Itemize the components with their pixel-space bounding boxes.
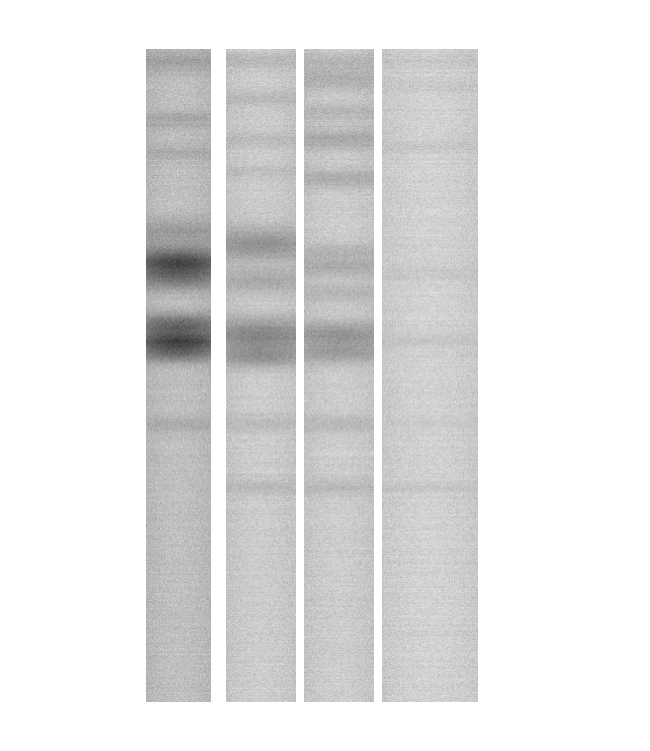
Text: HepG2: HepG2 [233,19,306,38]
Text: (kD): (kD) [530,538,577,558]
Text: JK: JK [408,19,430,38]
Text: 117: 117 [526,77,570,96]
Text: 19: 19 [526,478,556,498]
Text: 48: 48 [526,264,556,284]
Text: 85: 85 [526,137,556,156]
Text: 34: 34 [526,332,556,351]
Text: JK: JK [184,19,206,38]
Text: 26: 26 [526,415,556,434]
Text: OR51A4: OR51A4 [0,332,55,351]
Text: MCF-7: MCF-7 [314,19,382,38]
